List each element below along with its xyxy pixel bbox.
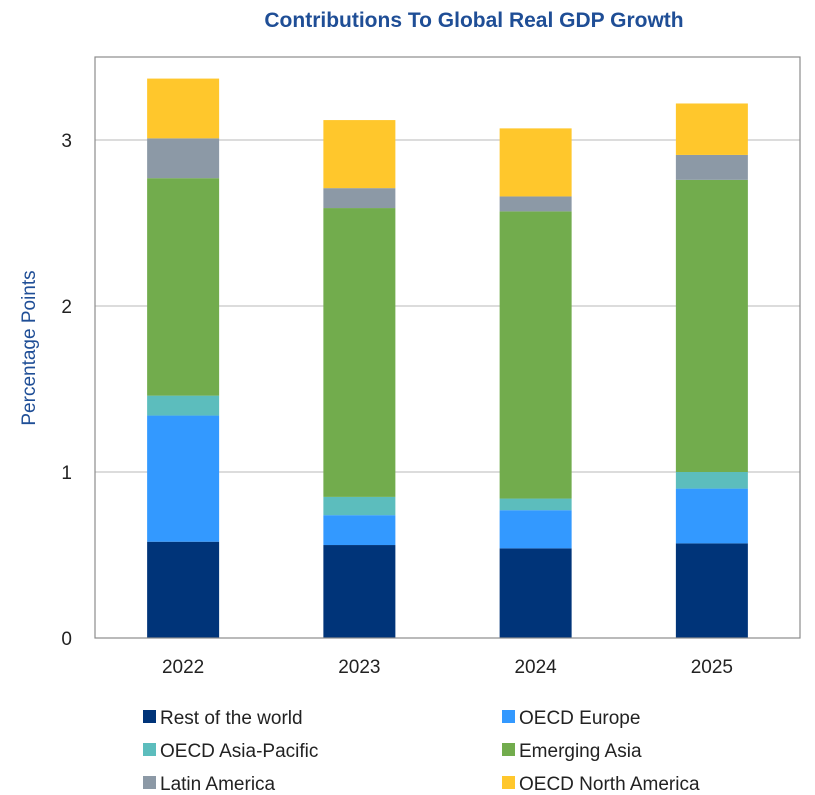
bar-segment-emerging-asia-2025	[675, 179, 748, 472]
y-tick-label: 3	[61, 131, 72, 152]
bar-segment-oecd-europe-2022	[147, 415, 220, 542]
bar-segment-oecd-asia-pacific-2025	[675, 472, 748, 489]
bar-segment-oecd-north-america-2025	[675, 103, 748, 155]
legend-label: Rest of the world	[160, 708, 303, 729]
y-tick-labels: 0 1 2 3	[61, 131, 72, 650]
x-tick-label: 2023	[338, 657, 380, 678]
chart-title: Contributions To Global Real GDP Growth	[264, 9, 683, 32]
x-tick-label: 2022	[162, 657, 204, 678]
legend-label: OECD North America	[519, 774, 700, 795]
legend-swatch	[143, 710, 156, 723]
bar-segment-rest-of-the-world-2025	[675, 543, 748, 638]
plot-frame	[94, 56, 801, 639]
bar-segment-oecd-asia-pacific-2023	[323, 496, 396, 516]
bars	[147, 78, 748, 638]
x-tick-labels: 2022 2023 2024 2025	[162, 657, 733, 678]
legend-label: OECD Asia-Pacific	[160, 741, 318, 762]
legend-item: OECD North America	[502, 774, 700, 795]
legend-item: Rest of the world	[143, 708, 303, 729]
legend-item: OECD Asia-Pacific	[143, 741, 318, 762]
x-tick-label: 2025	[691, 657, 733, 678]
legend-label: Latin America	[160, 774, 276, 795]
bar-segment-emerging-asia-2023	[323, 208, 396, 497]
bar-segment-oecd-europe-2025	[675, 488, 748, 544]
legend-label: Emerging Asia	[519, 741, 642, 762]
bar-segment-emerging-asia-2024	[499, 211, 572, 499]
bar-segment-latin-america-2022	[147, 138, 220, 179]
legend-swatch	[502, 743, 515, 756]
bar-segment-latin-america-2023	[323, 188, 396, 209]
legend-swatch	[143, 743, 156, 756]
bar-segment-latin-america-2025	[675, 154, 748, 180]
bar-segment-rest-of-the-world-2022	[147, 541, 220, 638]
bar-segment-oecd-asia-pacific-2024	[499, 498, 572, 511]
bar-segment-oecd-north-america-2024	[499, 128, 572, 197]
bar-segment-rest-of-the-world-2024	[499, 548, 572, 638]
legend-item: Emerging Asia	[502, 741, 642, 762]
bar-segment-oecd-north-america-2022	[147, 78, 220, 139]
legend-label: OECD Europe	[519, 708, 640, 729]
x-tick-label: 2024	[514, 657, 557, 678]
legend-swatch	[502, 710, 515, 723]
legend: Rest of the world OECD Europe OECD Asia-Pa…	[143, 708, 700, 795]
bar-segment-oecd-europe-2024	[499, 510, 572, 549]
legend-swatch	[143, 776, 156, 789]
y-tick-label: 0	[61, 629, 72, 650]
legend-item: OECD Europe	[502, 708, 640, 729]
bar-segment-oecd-north-america-2023	[323, 120, 396, 189]
bar-segment-rest-of-the-world-2023	[323, 545, 396, 638]
legend-item: Latin America	[143, 774, 276, 795]
legend-swatch	[502, 776, 515, 789]
y-tick-label: 2	[61, 297, 72, 318]
y-tick-label: 1	[61, 463, 72, 484]
bar-segment-latin-america-2024	[499, 196, 572, 212]
bar-segment-oecd-europe-2023	[323, 515, 396, 546]
y-axis-label: Percentage Points	[19, 270, 40, 425]
bar-segment-oecd-asia-pacific-2022	[147, 395, 220, 416]
bar-segment-emerging-asia-2022	[147, 178, 220, 396]
